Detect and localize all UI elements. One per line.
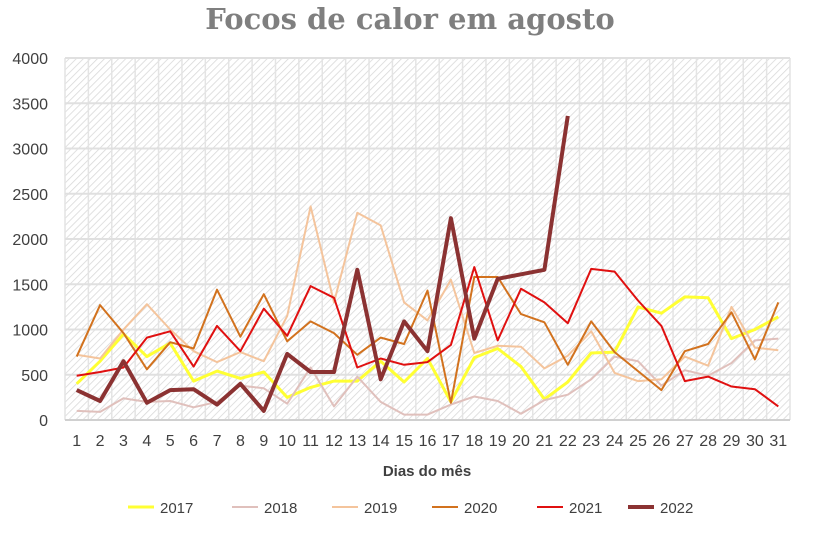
x-tick-label: 29 (723, 433, 741, 450)
x-tick-label: 6 (189, 433, 198, 450)
x-tick-label: 2 (96, 433, 105, 450)
gridlines (64, 57, 791, 421)
chart-title: Focos de calor em agosto (205, 2, 614, 36)
y-tick-label: 3500 (12, 96, 48, 113)
x-tick-label: 25 (629, 433, 647, 450)
x-tick-label: 8 (236, 433, 245, 450)
legend-label-2017: 2017 (160, 500, 193, 517)
x-tick-label: 9 (259, 433, 268, 450)
y-tick-label: 500 (21, 368, 48, 385)
x-tick-label: 12 (325, 433, 343, 450)
series-line-2022 (75, 115, 570, 413)
x-tick-label: 14 (372, 433, 390, 450)
x-tick-label: 17 (442, 433, 460, 450)
x-tick-label: 28 (699, 433, 717, 450)
x-tick-label: 1 (72, 433, 81, 450)
series-line-2021 (76, 266, 779, 408)
x-tick-label: 23 (582, 433, 600, 450)
x-tick-label: 11 (302, 433, 319, 450)
x-tick-label: 30 (746, 433, 764, 450)
y-tick-label: 0 (39, 413, 48, 430)
series-line-2020 (75, 276, 780, 404)
y-tick-label: 2500 (12, 187, 48, 204)
x-tick-label: 22 (559, 433, 577, 450)
x-tick-label: 21 (536, 433, 554, 450)
y-tick-label: 2000 (12, 232, 48, 249)
x-tick-label: 27 (676, 433, 694, 450)
x-tick-label: 20 (512, 433, 530, 450)
legend-label-2022: 2022 (660, 500, 693, 517)
legend-label-2018: 2018 (264, 500, 297, 517)
legend-label-2019: 2019 (364, 500, 397, 517)
x-tick-label: 3 (119, 433, 128, 450)
y-tick-label: 3000 (12, 142, 48, 159)
x-tick-label: 31 (769, 433, 787, 450)
x-axis-label: Dias do mês (383, 463, 471, 480)
y-tick-label: 4000 (12, 51, 48, 68)
x-tick-label: 18 (465, 433, 483, 450)
x-tick-label: 16 (419, 433, 437, 450)
series-line-2019 (76, 205, 779, 383)
legend: 2017 2018 2019 2020 2021 2022 (128, 500, 693, 517)
x-tick-label: 4 (142, 433, 151, 450)
legend-label-2020: 2020 (464, 500, 497, 517)
y-axis: 0 500 1000 1500 2000 2500 3000 3500 4000 (12, 51, 48, 430)
x-tick-label: 7 (213, 433, 222, 450)
y-tick-label: 1000 (12, 323, 48, 340)
y-tick-label: 1500 (12, 277, 48, 294)
x-tick-label: 19 (489, 433, 507, 450)
x-tick-label: 26 (652, 433, 670, 450)
series-line-2018 (76, 337, 779, 416)
series-line-2017 (75, 295, 780, 404)
x-axis: 1 2 3 4 5 6 7 8 9 10 11 12 13 14 15 16 17 18 19 20 21 22 23 24 2… (72, 433, 787, 450)
x-tick-label: 10 (278, 433, 296, 450)
series-lines (75, 115, 780, 416)
legend-label-2021: 2021 (569, 500, 602, 517)
x-tick-label: 13 (348, 433, 366, 450)
x-tick-label: 5 (166, 433, 175, 450)
x-tick-label: 24 (606, 433, 624, 450)
x-tick-label: 15 (395, 433, 413, 450)
